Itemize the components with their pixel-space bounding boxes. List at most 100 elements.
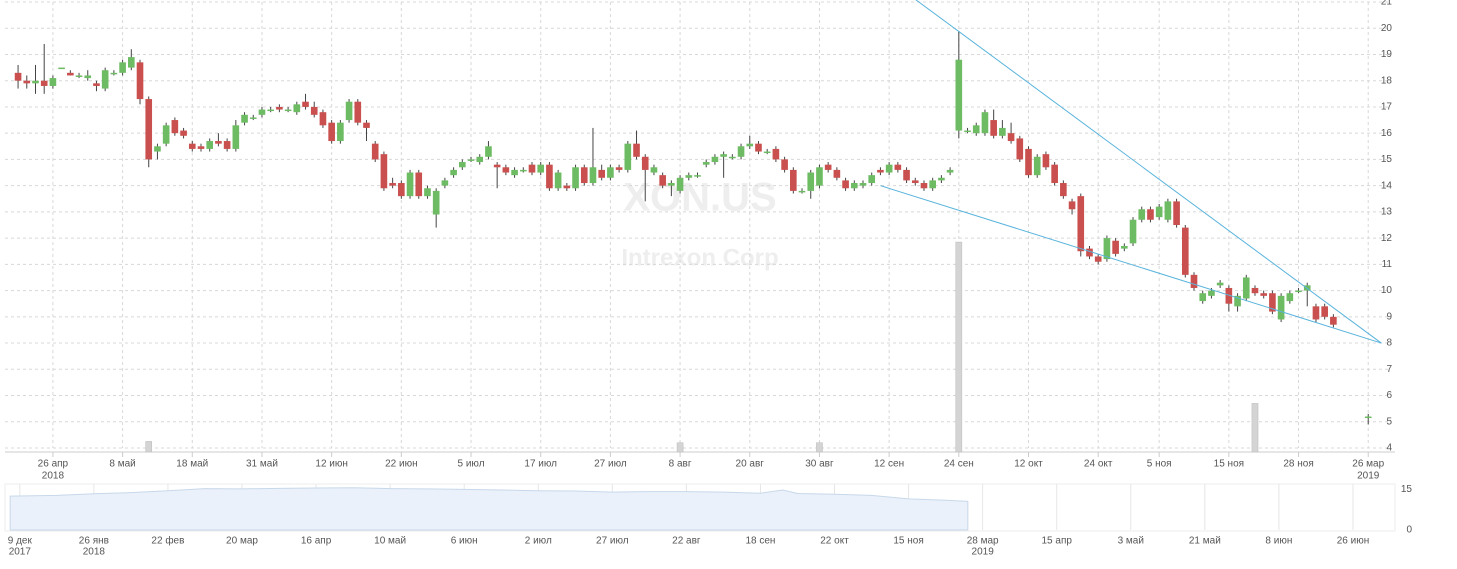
candle-body <box>1068 201 1076 210</box>
candle-body <box>206 141 214 149</box>
candle-body <box>720 154 727 157</box>
y-tick-label: 5 <box>1386 416 1392 427</box>
candle-body <box>502 167 510 173</box>
x-tick-label: 30 авг <box>805 459 834 470</box>
candle-body <box>101 70 109 89</box>
candle-body <box>1103 238 1111 260</box>
candle-body <box>293 104 301 113</box>
trend-line <box>880 185 1382 344</box>
y-tick-label: 4 <box>1386 443 1392 454</box>
volume-bar <box>145 441 153 453</box>
candle-body <box>215 141 222 144</box>
candle-body <box>1138 209 1146 220</box>
candle-body <box>1016 138 1024 160</box>
navigator-x-label: 3 май <box>1118 536 1144 547</box>
navigator-x-label: 26 янв <box>79 536 109 547</box>
candle-body <box>885 164 893 173</box>
candle-body <box>563 185 571 189</box>
candle-body <box>790 169 797 191</box>
candle-body <box>929 180 936 189</box>
candle-body <box>1173 201 1180 225</box>
candle-body <box>981 112 989 134</box>
x-tick-label: 27 июл <box>594 459 627 470</box>
volume-bar <box>955 241 963 453</box>
candle-body <box>127 57 135 68</box>
y-tick-label: 13 <box>1381 207 1393 218</box>
candle-body <box>877 169 884 173</box>
navigator-x-label: 26 июн <box>1337 536 1370 547</box>
y-tick-label: 20 <box>1381 23 1393 34</box>
candle-body <box>145 99 153 160</box>
candle-body <box>328 122 335 142</box>
candle-body <box>1364 416 1372 419</box>
candle-body <box>1260 293 1268 296</box>
candle-body <box>946 169 954 173</box>
candle-body <box>920 183 928 189</box>
candle-body <box>763 151 771 154</box>
x-tick-label: 24 окт <box>1084 459 1113 470</box>
navigator-year: 2018 <box>83 547 106 558</box>
navigator-x-label: 28 мар <box>967 536 999 547</box>
candle-body <box>1242 277 1250 299</box>
candle-body <box>302 101 309 107</box>
volume-bar <box>816 442 823 453</box>
candle-body <box>1295 290 1302 293</box>
candle-body <box>624 143 632 170</box>
y-tick-label: 18 <box>1381 75 1393 86</box>
navigator-x-label: 6 июн <box>451 536 478 547</box>
x-tick-label: 12 окт <box>1014 459 1043 470</box>
x-tick-label: 15 ноя <box>1214 459 1244 470</box>
x-tick-label: 17 июл <box>524 459 557 470</box>
candle-body <box>1147 209 1154 220</box>
candle-body <box>110 72 118 75</box>
candle-body <box>1208 290 1215 296</box>
candle-body <box>676 177 684 191</box>
navigator-x-label: 16 апр <box>301 536 332 547</box>
candle-body <box>772 148 780 160</box>
candle-body <box>180 130 187 136</box>
candle-body <box>1112 240 1119 254</box>
candle-body <box>424 188 431 197</box>
candle-body <box>868 175 876 184</box>
x-tick-label: 12 июн <box>315 459 348 470</box>
navigator-area <box>9 487 969 531</box>
y-tick-label: 19 <box>1381 49 1393 60</box>
candle-body <box>537 164 545 173</box>
navigator-x-label: 22 окт <box>820 536 849 547</box>
candle-body <box>398 183 405 197</box>
candle-body <box>842 180 849 189</box>
candle-body <box>1164 201 1172 220</box>
y-tick-label: 14 <box>1381 180 1393 191</box>
candle-body <box>441 180 449 186</box>
trend-line <box>915 0 1382 344</box>
candle-body <box>1025 148 1032 176</box>
candle-body <box>598 169 605 178</box>
candle-body <box>511 169 518 176</box>
candle-body <box>258 109 266 115</box>
y-tick-label: 10 <box>1381 285 1393 296</box>
candle-body <box>1312 306 1320 320</box>
candle-body <box>363 122 370 128</box>
candle-body <box>711 156 719 163</box>
y-tick-label: 16 <box>1381 128 1393 139</box>
candle-body <box>633 143 640 157</box>
candle-body <box>1086 248 1093 257</box>
x-tick-label: 5 ноя <box>1147 459 1172 470</box>
navigator-year: 2019 <box>972 547 995 558</box>
candle-body <box>1190 274 1198 288</box>
candle-body <box>232 125 240 149</box>
candle-body <box>371 143 379 160</box>
navigator-frame <box>4 483 1396 532</box>
candle-body <box>737 146 745 157</box>
candle-body <box>93 83 100 86</box>
candle-body <box>546 164 553 189</box>
navigator-x-label: 9 дек <box>8 536 33 547</box>
navigator-year: 2017 <box>9 547 32 558</box>
candle-body <box>990 120 997 136</box>
candle-body <box>1225 287 1233 304</box>
candle-body <box>1321 306 1328 317</box>
candle-body <box>337 122 344 142</box>
candle-body <box>964 130 971 133</box>
volume-bar <box>1251 403 1259 453</box>
